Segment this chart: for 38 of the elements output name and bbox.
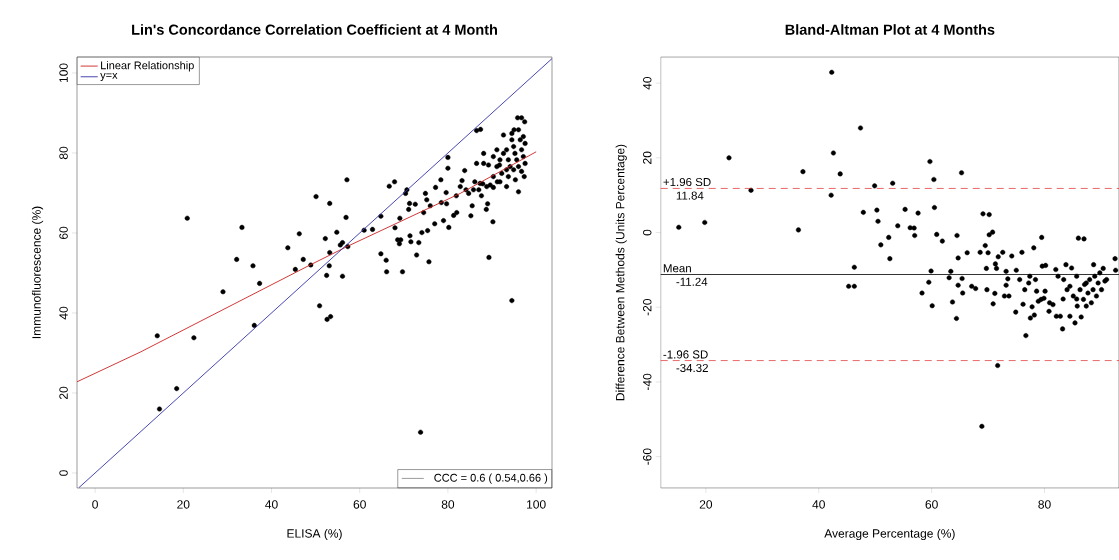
annotation: -11.24 xyxy=(676,277,708,286)
x-tick-label: 80 xyxy=(441,500,455,509)
y-tick-label: 20 xyxy=(59,386,68,400)
ref-line-label: -1.96 SD xyxy=(663,350,708,359)
x-axis-title: Average Percentage (%) xyxy=(824,528,955,541)
y-tick-label: -60 xyxy=(643,448,652,465)
x-tick-label: 40 xyxy=(812,500,825,509)
y-axis-title: Immunofluorescence (%) xyxy=(31,206,44,339)
x-axis-title: ELISA (%) xyxy=(287,528,342,541)
y-tick-label: 0 xyxy=(59,470,68,476)
x-tick-label: 100 xyxy=(527,500,546,509)
legend-label: y=x xyxy=(100,72,118,82)
line-series xyxy=(77,151,537,383)
x-tick-label: 40 xyxy=(265,500,278,509)
ref-line-label: Mean xyxy=(663,264,691,273)
annotation: CCC = 0.6 ( 0.54,0.66 ) xyxy=(434,473,548,484)
chart-title: Lin's Concordance Correlation Coefficient at 4 Month xyxy=(132,24,497,35)
y-tick-label: 60 xyxy=(59,226,68,240)
annotation: 11.84 xyxy=(676,191,704,200)
x-tick-label: 20 xyxy=(699,500,713,509)
legend-label: Linear Relationship xyxy=(101,61,194,72)
y-tick-label: -40 xyxy=(643,373,652,391)
y-tick-label: 40 xyxy=(643,76,652,90)
ref-line-label: +1.96 SD xyxy=(663,177,711,187)
annotation: -34.32 xyxy=(676,363,708,373)
y-axis-title: Difference Between Methods (Units Percentage) xyxy=(615,144,627,401)
x-tick-label: 0 xyxy=(92,500,98,509)
x-tick-label: 80 xyxy=(1038,500,1051,509)
y-tick-label: 100 xyxy=(59,63,68,83)
y-tick-label: 80 xyxy=(59,146,68,160)
y-tick-label: 20 xyxy=(643,151,652,164)
y-tick-label: 0 xyxy=(643,229,652,236)
chart-title: Bland-Altman Plot at 4 Months xyxy=(785,24,995,35)
x-tick-label: 20 xyxy=(177,500,190,509)
x-tick-label: 60 xyxy=(353,500,366,509)
x-tick-label: 60 xyxy=(925,500,938,509)
y-tick-label: 40 xyxy=(59,306,68,320)
y-tick-label: -20 xyxy=(643,299,652,316)
